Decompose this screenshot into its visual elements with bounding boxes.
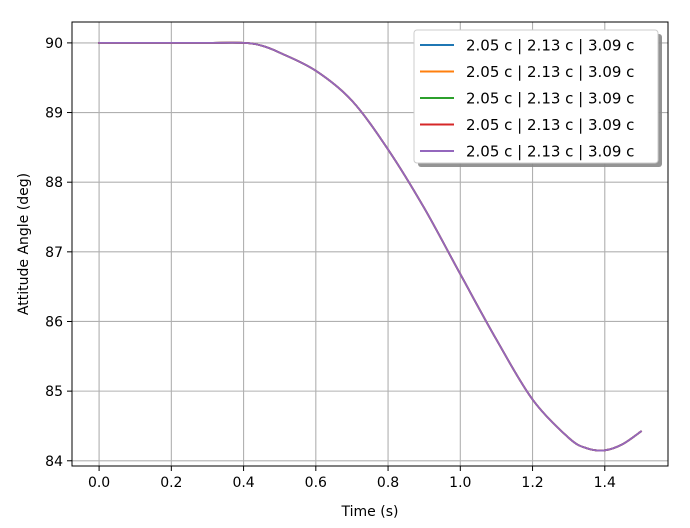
x-tick-label: 0.8 xyxy=(377,475,399,491)
y-tick-label: 90 xyxy=(45,36,63,52)
y-tick-label: 85 xyxy=(45,384,63,400)
legend-label-2: 2.05 c | 2.13 c | 3.09 c xyxy=(466,63,634,81)
plot-lines xyxy=(98,41,643,452)
y-tick-label: 89 xyxy=(45,106,63,122)
x-tick-label: 0.0 xyxy=(88,475,110,491)
x-tick-label: 1.4 xyxy=(594,475,616,491)
y-axis-ticks: 84 85 86 87 88 89 90 xyxy=(45,36,72,470)
legend: 2.05 c | 2.13 c | 3.09 c 2.05 c | 2.13 c … xyxy=(413,29,662,167)
legend-label-4: 2.05 c | 2.13 c | 3.09 c xyxy=(466,116,634,134)
x-axis-ticks: 0.0 0.2 0.4 0.6 0.8 1.0 1.2 1.4 xyxy=(88,466,616,491)
x-tick-label: 0.6 xyxy=(305,475,327,491)
legend-label-5: 2.05 c | 2.13 c | 3.09 c xyxy=(466,143,634,161)
plot-area-frame xyxy=(71,21,669,467)
x-axis-label: Time (s) xyxy=(341,504,399,520)
x-tick-label: 0.2 xyxy=(160,475,182,491)
x-tick-label: 1.2 xyxy=(521,475,543,491)
y-tick-label: 84 xyxy=(45,454,63,470)
y-tick-label: 87 xyxy=(45,245,63,261)
x-tick-label: 1.0 xyxy=(449,475,471,491)
y-tick-label: 86 xyxy=(45,314,63,330)
x-tick-label: 0.4 xyxy=(232,475,254,491)
legend-box xyxy=(413,29,659,164)
legend-label-3: 2.05 c | 2.13 c | 3.09 c xyxy=(466,90,634,108)
legend-label-1: 2.05 c | 2.13 c | 3.09 c xyxy=(466,37,634,55)
y-axis-label: Attitude Angle (deg) xyxy=(16,173,32,315)
series-line-5 xyxy=(98,41,643,452)
y-tick-label: 88 xyxy=(45,175,63,191)
